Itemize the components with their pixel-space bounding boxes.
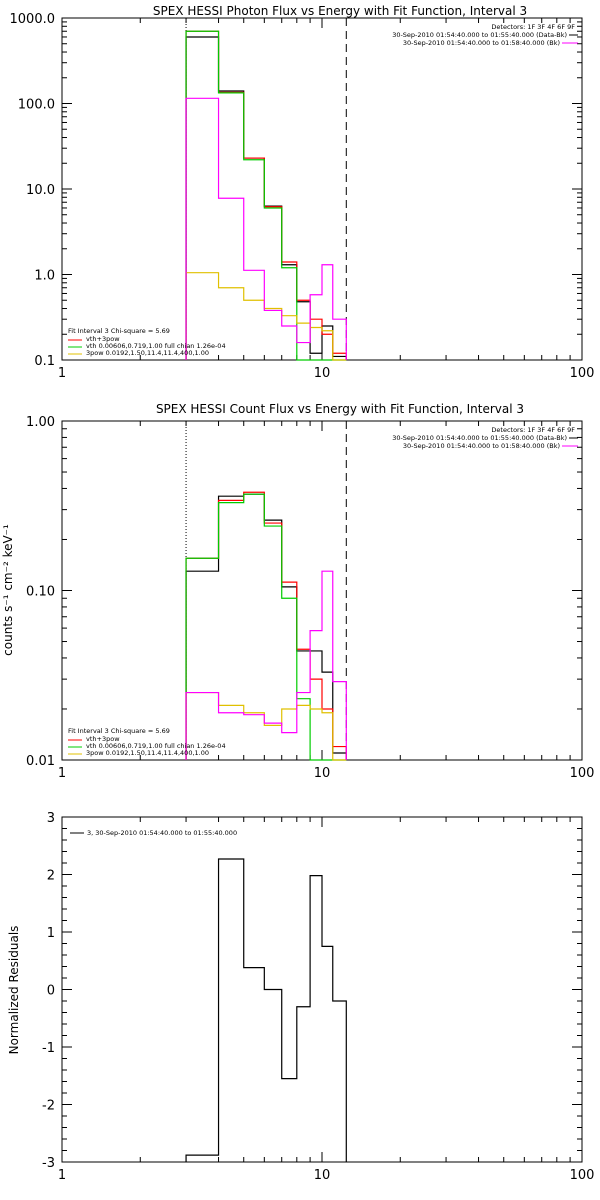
count-flux-y-tick-label: 0.10 bbox=[26, 585, 55, 600]
residuals-marks: 1 10 100 -3 -2 -1 0 1 2 3 bbox=[42, 811, 594, 1183]
photon-flux-x-tick-label: 100 bbox=[570, 366, 595, 381]
count-flux-panel: SPEX HESSI Count Flux vs Energy with Fit… bbox=[1, 402, 594, 781]
count-flux-series-red bbox=[185, 491, 347, 760]
count-flux-x-tick-label: 1 bbox=[58, 766, 66, 781]
count-flux-x-tick-label: 100 bbox=[570, 766, 595, 781]
photon-flux-y-tick-label: 100.0 bbox=[18, 98, 55, 113]
residuals-y-tick-label: 0 bbox=[47, 984, 55, 999]
photon-flux-y-tick-label: 0.1 bbox=[34, 354, 55, 369]
count-flux-y-axis-label: counts s⁻¹ cm⁻² keV⁻¹ bbox=[1, 524, 15, 656]
residuals-x-tick-label: 1 bbox=[58, 1168, 66, 1183]
count-flux-fit-box: Fit Interval 3 Chi-square = 5.69 vth+3po… bbox=[68, 727, 226, 757]
count-flux-series-magenta bbox=[185, 570, 347, 760]
count-flux-fit-3pow-label: 3pow 0.0192,1.50,11.4,11.4,400,1.00 bbox=[86, 749, 209, 757]
photon-flux-panel: SPEX HESSI Photon Flux vs Energy with Fi… bbox=[10, 4, 595, 381]
residuals-y-tick-label: -3 bbox=[42, 1156, 55, 1171]
residuals-plot-frame bbox=[61, 816, 583, 1163]
photon-flux-info-box: Detectors: 1F 3F 4F 6F 9F 30-Sep-2010 01… bbox=[392, 23, 578, 47]
photon-flux-fit-3pow-label: 3pow 0.0192,1.50,11.4,11.4,400,1.00 bbox=[86, 349, 209, 357]
photon-flux-marks: 1 10 100 0.1 1.0 10.0 100.0 1000.0 bbox=[10, 12, 595, 381]
photon-flux-data-label: 30-Sep-2010 01:54:40.000 to 01:55:40.000… bbox=[392, 31, 567, 39]
photon-flux-detectors-text: Detectors: 1F 3F 4F 6F 9F bbox=[491, 23, 575, 31]
count-flux-marks: 1 10 100 0.01 0.10 1.00 bbox=[26, 415, 594, 781]
residuals-legend: 3, 30-Sep-2010 01:54:40.000 to 01:55:40.… bbox=[70, 829, 237, 837]
count-flux-data-label: 30-Sep-2010 01:54:40.000 to 01:55:40.000… bbox=[392, 434, 567, 442]
count-flux-fit-total-label: vth+3pow bbox=[86, 735, 120, 743]
photon-flux-fit-vth-label: vth 0.00606,0.719,1.00 full chian 1.26e-… bbox=[86, 342, 226, 350]
photon-flux-fit-total-label: vth+3pow bbox=[86, 335, 120, 343]
count-flux-info-box: Detectors: 1F 3F 4F 6F 9F 30-Sep-2010 01… bbox=[392, 426, 578, 450]
photon-flux-series-green bbox=[185, 30, 347, 361]
count-flux-fit-interval: Fit Interval 3 Chi-square = 5.69 bbox=[68, 727, 170, 735]
residuals-y-tick-label: -2 bbox=[42, 1099, 55, 1114]
photon-flux-fit-interval: Fit Interval 3 Chi-square = 5.69 bbox=[68, 327, 170, 335]
residuals-y-tick-label: -1 bbox=[42, 1041, 55, 1056]
count-flux-fit-vth-label: vth 0.00606,0.719,1.00 full chian 1.26e-… bbox=[86, 742, 226, 750]
residuals-x-tick-label: 100 bbox=[570, 1168, 595, 1183]
count-flux-bk-label: 30-Sep-2010 01:54:40.000 to 01:58:40.000… bbox=[403, 442, 560, 450]
photon-flux-bk-label: 30-Sep-2010 01:54:40.000 to 01:58:40.000… bbox=[403, 39, 560, 47]
count-flux-y-tick-label: 1.00 bbox=[26, 415, 55, 430]
photon-flux-fit-box: Fit Interval 3 Chi-square = 5.69 vth+3po… bbox=[68, 327, 226, 357]
count-flux-series-green bbox=[185, 493, 347, 761]
count-flux-detectors-text: Detectors: 1F 3F 4F 6F 9F bbox=[491, 426, 575, 434]
photon-flux-series-magenta bbox=[185, 97, 347, 360]
photon-flux-y-tick-label: 10.0 bbox=[26, 183, 55, 198]
photon-flux-x-tick-label: 10 bbox=[314, 366, 331, 381]
residuals-legend-label: 3, 30-Sep-2010 01:54:40.000 to 01:55:40.… bbox=[87, 829, 237, 837]
photon-flux-title: SPEX HESSI Photon Flux vs Energy with Fi… bbox=[153, 4, 527, 18]
residuals-x-tick-label: 10 bbox=[314, 1168, 331, 1183]
photon-flux-series-black bbox=[185, 36, 347, 360]
residuals-panel: Normalized Residuals 1 10 100 -3 -2 -1 0 1 2 3 3,… bbox=[7, 811, 594, 1183]
residuals-series-black bbox=[185, 858, 347, 1162]
residuals-y-tick-label: 1 bbox=[47, 926, 55, 941]
residuals-y-tick-label: 2 bbox=[47, 869, 55, 884]
photon-flux-x-tick-label: 1 bbox=[58, 366, 66, 381]
photon-flux-plot-frame bbox=[61, 17, 583, 361]
count-flux-y-tick-label: 0.01 bbox=[26, 754, 55, 769]
photon-flux-y-tick-label: 1000.0 bbox=[10, 12, 56, 27]
residuals-y-tick-label: 3 bbox=[47, 811, 55, 826]
residuals-y-axis-label: Normalized Residuals bbox=[7, 926, 21, 1055]
count-flux-x-tick-label: 10 bbox=[314, 766, 331, 781]
count-flux-title: SPEX HESSI Count Flux vs Energy with Fit… bbox=[156, 402, 524, 416]
photon-flux-y-tick-label: 1.0 bbox=[34, 269, 55, 284]
